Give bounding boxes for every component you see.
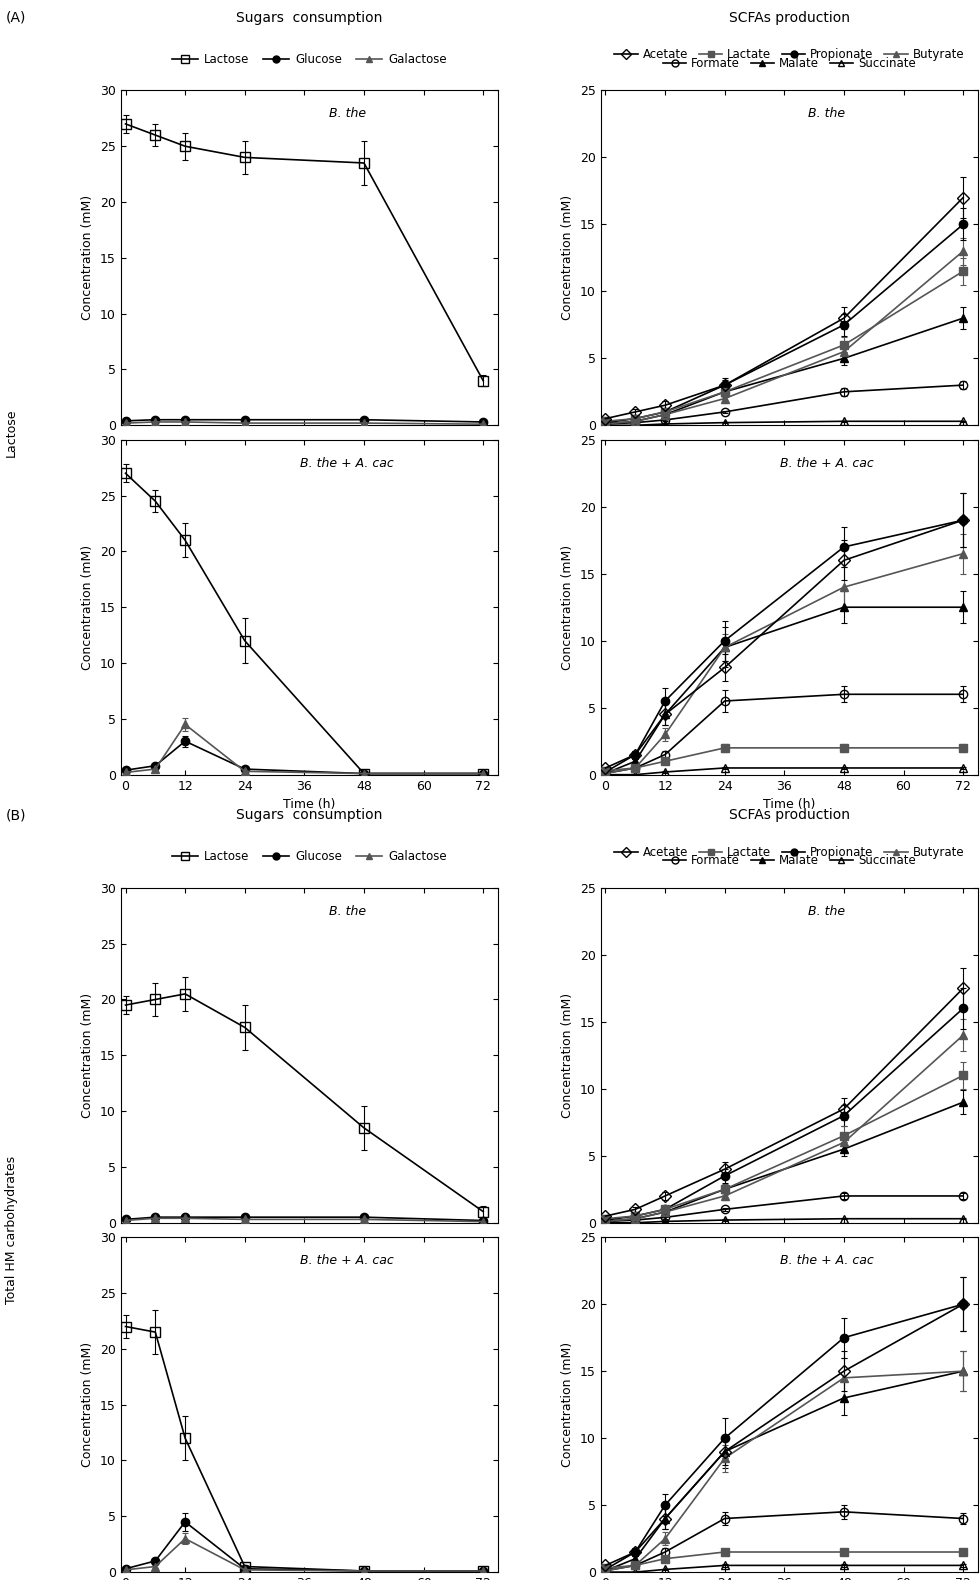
Y-axis label: Concentration (mM): Concentration (mM)	[81, 545, 94, 670]
Text: B. the: B. the	[328, 905, 366, 918]
Text: B. the + A. cac: B. the + A. cac	[300, 1255, 394, 1267]
Y-axis label: Concentration (mM): Concentration (mM)	[81, 1341, 94, 1468]
Y-axis label: Concentration (mM): Concentration (mM)	[562, 545, 574, 670]
Legend: Lactose, Glucose, Galactose: Lactose, Glucose, Galactose	[172, 850, 447, 863]
Y-axis label: Concentration (mM): Concentration (mM)	[81, 992, 94, 1119]
Legend: Lactose, Glucose, Galactose: Lactose, Glucose, Galactose	[172, 52, 447, 66]
Text: B. the: B. the	[808, 107, 846, 120]
Y-axis label: Concentration (mM): Concentration (mM)	[562, 196, 574, 321]
X-axis label: Time (h): Time (h)	[763, 798, 815, 811]
Text: SCFAs production: SCFAs production	[729, 809, 850, 822]
Y-axis label: Concentration (mM): Concentration (mM)	[81, 196, 94, 321]
Text: B. the + A. cac: B. the + A. cac	[300, 457, 394, 469]
Y-axis label: Concentration (mM): Concentration (mM)	[562, 1341, 574, 1468]
Text: B. the: B. the	[328, 107, 366, 120]
Text: Sugars  consumption: Sugars consumption	[236, 809, 382, 822]
Text: (A): (A)	[6, 11, 26, 25]
Text: B. the: B. the	[808, 905, 846, 918]
Text: Total HM carbohydrates: Total HM carbohydrates	[5, 1157, 18, 1304]
X-axis label: Time (h): Time (h)	[283, 798, 335, 811]
Y-axis label: Concentration (mM): Concentration (mM)	[562, 992, 574, 1119]
Text: B. the + A. cac: B. the + A. cac	[780, 457, 874, 469]
Text: (B): (B)	[6, 809, 26, 822]
Text: B. the + A. cac: B. the + A. cac	[780, 1255, 874, 1267]
Legend: Formate, Malate, Succinate: Formate, Malate, Succinate	[662, 855, 915, 867]
Text: Lactose: Lactose	[5, 408, 18, 457]
Text: SCFAs production: SCFAs production	[729, 11, 850, 25]
Text: Sugars  consumption: Sugars consumption	[236, 11, 382, 25]
Legend: Formate, Malate, Succinate: Formate, Malate, Succinate	[662, 57, 915, 70]
